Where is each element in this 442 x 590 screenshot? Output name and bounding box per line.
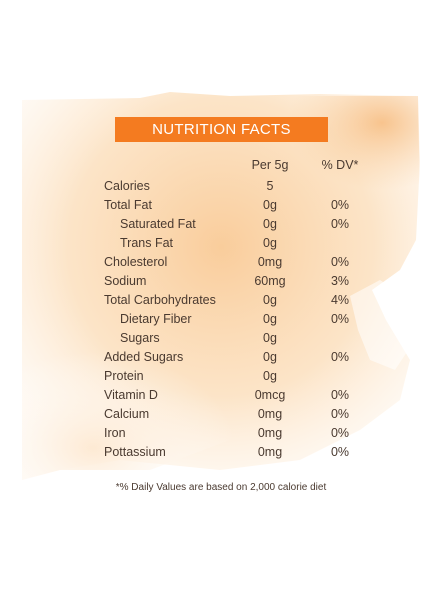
title-banner: NUTRITION FACTS: [115, 117, 328, 142]
daily-value-percent: 0%: [330, 198, 350, 212]
amount-per-serving: 0g: [263, 331, 277, 345]
daily-value-percent: 0%: [330, 255, 350, 269]
table-row: Cholesterol 0mg 0%: [0, 253, 442, 272]
table-row: Added Sugars 0g 0%: [0, 348, 442, 367]
nutrient-name: Iron: [104, 426, 126, 440]
nutrient-name: Cholesterol: [104, 255, 168, 269]
amount-per-serving: 0g: [263, 198, 277, 212]
table-row: Protein 0g: [0, 367, 442, 386]
column-header-per: Per 5g: [251, 158, 289, 172]
table-row: Trans Fat 0g: [0, 234, 442, 253]
table-row: Calories 5: [0, 177, 442, 196]
nutrient-name: Protein: [104, 369, 144, 383]
table-row: Pottassium 0mg 0%: [0, 443, 442, 462]
daily-value-percent: 0%: [330, 350, 350, 364]
amount-per-serving: 60mg: [254, 274, 286, 288]
nutrient-name: Calories: [104, 179, 150, 193]
table-row: Sodium 60mg 3%: [0, 272, 442, 291]
table-row: Vitamin D 0mcg 0%: [0, 386, 442, 405]
table-row: Dietary Fiber 0g 0%: [0, 310, 442, 329]
amount-per-serving: 0mg: [257, 426, 283, 440]
amount-per-serving: 0g: [263, 236, 277, 250]
table-row: Total Fat 0g 0%: [0, 196, 442, 215]
table-row: Total Carbohydrates 0g 4%: [0, 291, 442, 310]
nutrient-name: Vitamin D: [104, 388, 158, 402]
amount-per-serving: 5: [266, 179, 274, 193]
amount-per-serving: 0mg: [257, 445, 283, 459]
nutrient-name: Added Sugars: [104, 350, 184, 364]
amount-per-serving: 0mg: [257, 255, 283, 269]
table-row: Saturated Fat 0g 0%: [0, 215, 442, 234]
daily-value-percent: 0%: [330, 407, 350, 421]
footnote: *% Daily Values are based on 2,000 calor…: [115, 482, 327, 493]
nutrient-name: Pottassium: [104, 445, 166, 459]
amount-per-serving: 0mcg: [254, 388, 286, 402]
amount-per-serving: 0g: [263, 312, 277, 326]
daily-value-percent: 3%: [330, 274, 350, 288]
column-header-dv: % DV*: [321, 158, 359, 172]
nutrient-name: Sodium: [104, 274, 147, 288]
amount-per-serving: 0g: [263, 217, 277, 231]
nutrient-name: Total Carbohydrates: [104, 293, 216, 307]
nutrient-name: Calcium: [104, 407, 150, 421]
daily-value-percent: 0%: [330, 445, 350, 459]
daily-value-percent: 0%: [330, 426, 350, 440]
daily-value-percent: 0%: [330, 312, 350, 326]
nutrient-name: Trans Fat: [120, 236, 174, 250]
nutrient-name: Sugars: [120, 331, 160, 345]
amount-per-serving: 0g: [263, 293, 277, 307]
amount-per-serving: 0mg: [257, 407, 283, 421]
daily-value-percent: 0%: [330, 388, 350, 402]
amount-per-serving: 0g: [263, 350, 277, 364]
table-row: Sugars 0g: [0, 329, 442, 348]
nutrient-name: Total Fat: [104, 198, 152, 212]
amount-per-serving: 0g: [263, 369, 277, 383]
daily-value-percent: 4%: [330, 293, 350, 307]
table-row: Calcium 0mg 0%: [0, 405, 442, 424]
daily-value-percent: 0%: [330, 217, 350, 231]
nutrient-name: Dietary Fiber: [120, 312, 192, 326]
table-row: Iron 0mg 0%: [0, 424, 442, 443]
nutrient-name: Saturated Fat: [120, 217, 196, 231]
